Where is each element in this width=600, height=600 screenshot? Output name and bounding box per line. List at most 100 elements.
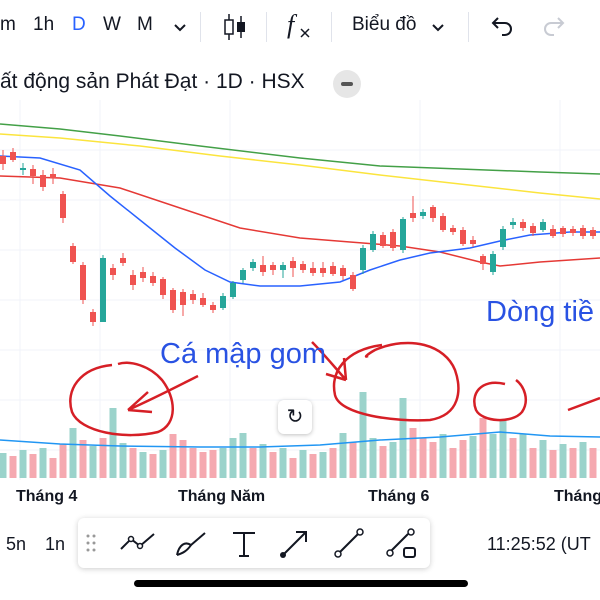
volume-bar bbox=[329, 448, 337, 478]
volume-bars bbox=[0, 392, 597, 478]
candle-body bbox=[110, 268, 116, 275]
candle-body bbox=[180, 292, 186, 305]
candle bbox=[190, 290, 196, 304]
candle-body bbox=[460, 230, 466, 244]
symbol-title[interactable]: ất động sản Phát Đạt · 1D · HSX bbox=[0, 70, 305, 93]
clock-timezone[interactable]: 11:25:52 (UT bbox=[487, 534, 591, 554]
candle-body bbox=[20, 168, 26, 170]
trend-line-tool-icon[interactable] bbox=[118, 529, 158, 557]
candle bbox=[20, 163, 26, 175]
candle-body bbox=[160, 279, 166, 295]
volume-bar bbox=[309, 454, 317, 478]
range-5-days[interactable]: 5n bbox=[6, 534, 27, 554]
candle bbox=[520, 219, 526, 231]
candle bbox=[570, 226, 576, 236]
volume-bar bbox=[9, 456, 17, 478]
candle bbox=[350, 272, 356, 291]
volume-bar bbox=[549, 450, 557, 478]
candle bbox=[280, 262, 286, 278]
candle-body bbox=[300, 264, 306, 270]
candle-body bbox=[170, 290, 176, 310]
candle-body bbox=[190, 294, 196, 300]
ma-green-line bbox=[0, 123, 600, 175]
volume-bar bbox=[359, 392, 367, 478]
indicators-fx-icon[interactable]: f bbox=[287, 10, 313, 42]
interval-1h[interactable]: 1h bbox=[33, 14, 55, 35]
candle-body bbox=[270, 265, 276, 270]
volume-bar bbox=[89, 446, 97, 478]
candle-body bbox=[210, 305, 216, 310]
volume-bar bbox=[169, 434, 177, 478]
candle-body bbox=[480, 256, 486, 264]
volume-bar bbox=[339, 433, 347, 478]
volume-bar bbox=[279, 448, 287, 478]
candle bbox=[80, 262, 86, 304]
candle bbox=[560, 226, 566, 237]
volume-bar bbox=[159, 450, 167, 478]
circle-annotation bbox=[69, 361, 174, 437]
ma-red-line bbox=[0, 175, 600, 267]
candle bbox=[460, 227, 466, 246]
interval-week[interactable]: W bbox=[103, 14, 121, 35]
candle-body bbox=[510, 222, 516, 225]
candle-body bbox=[420, 212, 426, 216]
chart-type-button[interactable]: Biểu đồ bbox=[352, 14, 417, 35]
brush-tool-icon[interactable] bbox=[173, 529, 209, 559]
candle bbox=[160, 277, 166, 299]
candle bbox=[530, 223, 536, 236]
candle bbox=[450, 225, 456, 235]
ma-yellow-line bbox=[0, 133, 600, 200]
volume-bar bbox=[229, 438, 237, 478]
shape-tool-icon[interactable] bbox=[384, 528, 420, 560]
interval-month[interactable]: M bbox=[137, 14, 153, 35]
volume-bar bbox=[529, 448, 537, 478]
candle bbox=[130, 270, 136, 290]
collapse-legend-button[interactable] bbox=[333, 70, 361, 98]
candle-body bbox=[330, 266, 336, 274]
undo-icon[interactable] bbox=[490, 15, 514, 37]
candle bbox=[40, 170, 46, 191]
drag-handle-icon[interactable] bbox=[86, 533, 96, 553]
candle-body bbox=[140, 272, 146, 278]
candle-body bbox=[390, 232, 396, 248]
volume-bar bbox=[349, 442, 357, 478]
volume-bar bbox=[429, 442, 437, 478]
candle bbox=[380, 232, 386, 248]
redo-icon[interactable] bbox=[542, 15, 566, 37]
interval-dropdown-icon[interactable] bbox=[171, 18, 189, 36]
reset-chart-button[interactable]: ↻ bbox=[278, 400, 312, 434]
candle-body bbox=[430, 207, 436, 218]
candle bbox=[170, 288, 176, 313]
candle-body bbox=[400, 219, 406, 250]
candle-body bbox=[10, 152, 16, 160]
candle bbox=[180, 289, 186, 316]
volume-bar bbox=[199, 452, 207, 478]
arrow-tool-icon[interactable] bbox=[278, 528, 312, 560]
volume-bar bbox=[0, 453, 7, 478]
candle-body bbox=[550, 229, 556, 236]
interval-day[interactable]: D bbox=[72, 14, 86, 35]
candle-body bbox=[150, 276, 156, 283]
text-tool-icon[interactable] bbox=[230, 529, 258, 559]
interval-minutes[interactable]: m bbox=[0, 14, 16, 35]
candle bbox=[270, 262, 276, 275]
candlestick-type-icon[interactable] bbox=[222, 12, 248, 42]
volume-bar bbox=[149, 454, 157, 478]
candle-body bbox=[580, 228, 586, 236]
volume-bar bbox=[539, 440, 547, 478]
candle bbox=[200, 293, 206, 307]
candle bbox=[310, 262, 316, 276]
line-tool-icon[interactable] bbox=[332, 528, 366, 560]
volume-bar bbox=[139, 452, 147, 478]
candle bbox=[440, 213, 446, 232]
candle bbox=[300, 261, 306, 273]
range-1-day[interactable]: 1n bbox=[45, 534, 66, 554]
volume-bar bbox=[209, 450, 217, 478]
arrow-annotation bbox=[311, 341, 348, 382]
home-indicator bbox=[134, 580, 468, 587]
x-axis-label: Tháng 6 bbox=[368, 488, 430, 505]
fx-x-icon bbox=[300, 28, 310, 38]
candle-body bbox=[490, 254, 496, 272]
chevron-down-icon[interactable] bbox=[429, 18, 447, 36]
candle bbox=[120, 253, 126, 266]
